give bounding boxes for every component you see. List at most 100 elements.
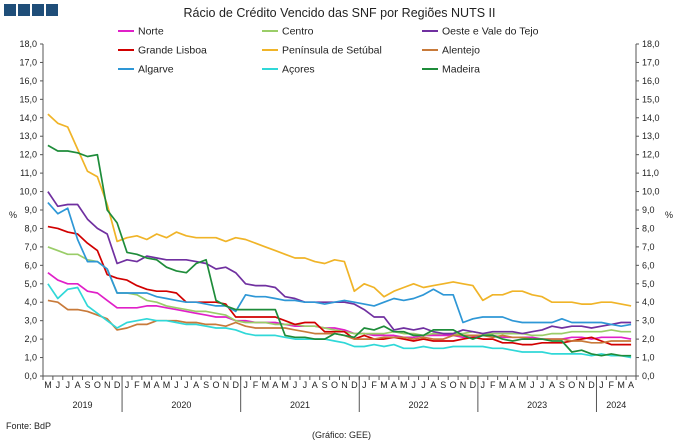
y-tick-label-right: 2,0 xyxy=(642,334,655,344)
x-tick-label: D xyxy=(351,380,358,390)
y-tick-label-left: 16,0 xyxy=(19,76,37,86)
x-tick-label: J xyxy=(293,380,298,390)
x-tick-label: A xyxy=(154,380,160,390)
x-tick-label: A xyxy=(509,380,515,390)
x-tick-label: O xyxy=(450,380,457,390)
x-tick-label: A xyxy=(628,380,634,390)
x-tick-label: J xyxy=(362,380,367,390)
y-tick-label-left: 14,0 xyxy=(19,113,37,123)
x-tick-label: N xyxy=(104,380,111,390)
y-tick-label-left: 9,0 xyxy=(24,205,37,215)
y-tick-label-left: 10,0 xyxy=(19,187,37,197)
y-tick-label-right: 7,0 xyxy=(642,242,655,252)
x-tick-label: S xyxy=(203,380,209,390)
legend-label: Centro xyxy=(282,26,314,38)
y-tick-label-left: 12,0 xyxy=(19,150,37,160)
y-tick-label-right: 8,0 xyxy=(642,223,655,233)
y-tick-label-left: 7,0 xyxy=(24,242,37,252)
y-axis-label-left: % xyxy=(9,210,17,220)
x-tick-label: D xyxy=(114,380,121,390)
y-tick-label-left: 3,0 xyxy=(24,316,37,326)
y-tick-label-left: 4,0 xyxy=(24,297,37,307)
year-label: 2020 xyxy=(171,400,191,410)
y-tick-label-left: 5,0 xyxy=(24,279,37,289)
x-tick-label: A xyxy=(549,380,555,390)
x-tick-label: S xyxy=(84,380,90,390)
x-tick-label: A xyxy=(75,380,81,390)
x-tick-label: S xyxy=(440,380,446,390)
x-tick-label: D xyxy=(470,380,477,390)
y-tick-label-right: 0,0 xyxy=(642,371,655,381)
x-tick-label: J xyxy=(243,380,248,390)
x-tick-label: O xyxy=(94,380,101,390)
x-tick-label: M xyxy=(143,380,151,390)
y-tick-label-right: 11,0 xyxy=(642,168,659,178)
y-tick-label-right: 12,0 xyxy=(642,150,660,160)
legend-label: Alentejo xyxy=(442,45,480,57)
x-tick-label: J xyxy=(65,380,70,390)
y-tick-label-left: 17,0 xyxy=(19,57,37,67)
gee-logo-block-3 xyxy=(32,4,44,16)
x-tick-label: J xyxy=(56,380,61,390)
year-label: 2021 xyxy=(290,400,310,410)
chart-credit: (Gráfico: GEE) xyxy=(312,430,372,440)
year-label: 2023 xyxy=(527,400,547,410)
y-tick-label-right: 10,0 xyxy=(642,187,660,197)
y-tick-label-left: 0,0 xyxy=(24,371,37,381)
x-tick-label: J xyxy=(174,380,179,390)
y-tick-label-left: 2,0 xyxy=(24,334,37,344)
x-tick-label: A xyxy=(193,380,199,390)
x-tick-label: J xyxy=(184,380,189,390)
legend-label: Algarve xyxy=(138,64,174,76)
x-tick-label: M xyxy=(400,380,408,390)
chart-title: Rácio de Crédito Vencido das SNF por Reg… xyxy=(183,6,496,20)
y-tick-label-right: 9,0 xyxy=(642,205,655,215)
x-tick-label: O xyxy=(331,380,338,390)
series-line xyxy=(47,272,632,340)
x-tick-label: J xyxy=(411,380,416,390)
y-tick-label-left: 15,0 xyxy=(19,94,37,104)
year-label: 2022 xyxy=(409,400,429,410)
series-line xyxy=(47,113,632,307)
x-tick-label: M xyxy=(262,380,270,390)
y-tick-label-right: 13,0 xyxy=(642,131,660,141)
x-tick-label: M xyxy=(617,380,625,390)
x-tick-label: F xyxy=(134,380,140,390)
x-tick-label: M xyxy=(281,380,289,390)
x-tick-label: J xyxy=(599,380,604,390)
x-tick-label: J xyxy=(125,380,130,390)
legend-label: Açores xyxy=(282,64,315,76)
y-tick-label-right: 15,0 xyxy=(642,94,660,104)
y-tick-label-right: 1,0 xyxy=(642,353,655,363)
source-note: Fonte: BdP xyxy=(6,421,52,431)
x-tick-label: M xyxy=(380,380,388,390)
y-tick-label-left: 1,0 xyxy=(24,353,37,363)
x-tick-label: M xyxy=(519,380,527,390)
y-tick-label-right: 6,0 xyxy=(642,260,655,270)
year-label: 2019 xyxy=(73,400,93,410)
x-tick-label: O xyxy=(212,380,219,390)
y-tick-label-right: 3,0 xyxy=(642,316,655,326)
x-tick-label: J xyxy=(481,380,486,390)
x-tick-label: D xyxy=(232,380,239,390)
year-label: 2024 xyxy=(606,400,626,410)
x-tick-label: F xyxy=(609,380,615,390)
x-tick-label: O xyxy=(568,380,575,390)
x-tick-label: A xyxy=(272,380,278,390)
x-tick-label: S xyxy=(322,380,328,390)
y-tick-label-right: 4,0 xyxy=(642,297,655,307)
legend-label: Madeira xyxy=(442,64,480,76)
y-tick-label-right: 18,0 xyxy=(642,39,660,49)
x-tick-label: A xyxy=(391,380,397,390)
y-tick-label-right: 16,0 xyxy=(642,76,660,86)
x-tick-label: S xyxy=(559,380,565,390)
x-tick-label: J xyxy=(530,380,535,390)
y-tick-label-left: 18,0 xyxy=(19,39,37,49)
x-tick-label: J xyxy=(303,380,308,390)
gee-logo-block-2 xyxy=(18,4,30,16)
series-line xyxy=(47,246,632,337)
y-tick-label-left: 13,0 xyxy=(19,131,37,141)
y-tick-label-right: 14,0 xyxy=(642,113,660,123)
x-tick-label: N xyxy=(460,380,467,390)
x-tick-label: M xyxy=(499,380,507,390)
